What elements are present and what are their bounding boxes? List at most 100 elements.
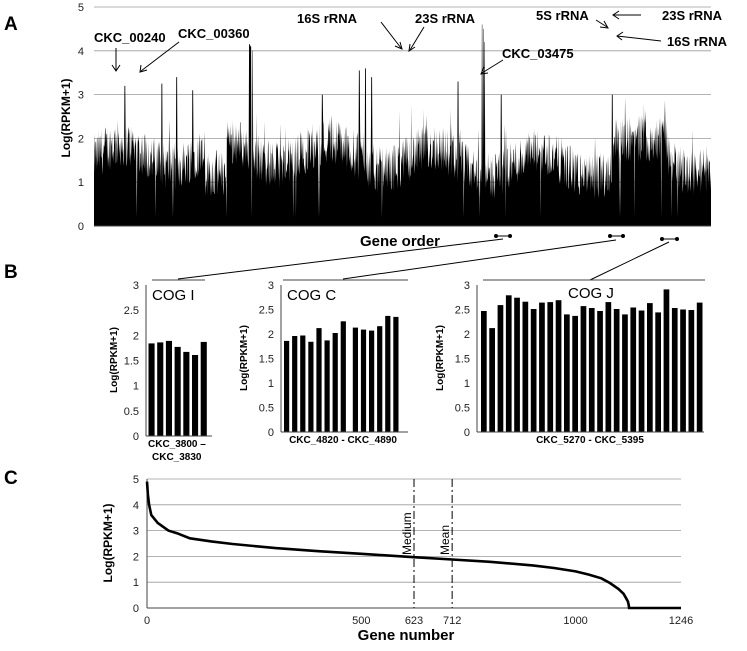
- bar: [200, 341, 207, 436]
- panel-c-ytick-label: 5: [133, 474, 139, 486]
- annotation-5s-rrna: 5S rRNA: [536, 8, 589, 23]
- bar: [377, 326, 383, 432]
- ytick-label: 0.5: [124, 406, 139, 418]
- annotation-5s-rrna-arrowhead: [599, 20, 609, 29]
- annotation-16s-rrna-2-arrow: [616, 35, 662, 42]
- bar: [183, 351, 190, 436]
- bar: [564, 314, 570, 432]
- panel-c-xtick-label: 0: [144, 615, 150, 627]
- cog-j-title: COG J: [568, 285, 614, 302]
- connector-cog-j: [589, 241, 670, 281]
- panel-c-xticks: 0 500 623 712 1000 1246: [144, 615, 693, 627]
- panel-c: C 0 1 2 3 4 5 0 500 623 712 1000 1246 Medium Mean L…: [4, 468, 693, 644]
- bar: [522, 301, 529, 432]
- panel-a-y-axis-label: Log(RPKM+1): [59, 79, 73, 158]
- cog-i-y-axis-label: Log(RPKM+1): [109, 327, 120, 393]
- bar: [481, 311, 487, 432]
- annotation-5s-rrna-arrow: [595, 19, 608, 28]
- bar: [316, 328, 322, 432]
- ytick-label: 1.5: [455, 354, 470, 366]
- ytick-label: 2.5: [259, 305, 274, 317]
- panel-a-ytick-label: 3: [78, 90, 84, 102]
- panel-a-area: [94, 24, 711, 226]
- panel-a-x-axis-label: Gene order: [360, 233, 440, 250]
- region-marker-cog-i: [494, 234, 512, 238]
- annotation-ckc-03475: CKC_03475: [502, 46, 574, 61]
- ytick-label: 0: [268, 427, 274, 439]
- bar: [647, 303, 653, 432]
- annotation-16s-rrna-2-arrowhead: [616, 31, 624, 41]
- annotation-23s-rrna-1-arrowhead: [408, 43, 416, 53]
- bar: [352, 327, 358, 432]
- cog-c-y-axis-label: Log(RPKM+1): [239, 325, 250, 391]
- connector-cog-c: [342, 239, 617, 280]
- panel-c-yticks: 0 1 2 3 4 5: [133, 474, 139, 615]
- bar: [572, 315, 578, 432]
- region-marker-cog-c: [608, 234, 625, 238]
- panel-c-ytick-label: 1: [133, 577, 139, 589]
- panel-a: A 0 1 2 3 4 5 Log(RPKM+1) Gene order CKC_0024…: [4, 2, 728, 281]
- ytick-label: 0.5: [455, 403, 470, 415]
- ytick-label: 1: [464, 378, 470, 390]
- bar: [588, 308, 595, 432]
- bar: [360, 329, 367, 432]
- bar: [580, 306, 587, 432]
- cog-j-yticks: 0 0.5 1 1.5 2 2.5 3: [455, 280, 470, 439]
- annotation-16s-rrna-2: 16S rRNA: [667, 34, 728, 49]
- bar: [157, 342, 164, 436]
- annotation-16s-rrna-1: 16S rRNA: [297, 11, 358, 26]
- bar: [505, 295, 512, 432]
- bar: [663, 289, 670, 432]
- cog-i-x-label-line1: CKC_3800 –: [148, 439, 206, 450]
- panel-a-label: A: [4, 14, 18, 35]
- bar: [530, 309, 537, 432]
- bar: [680, 309, 686, 432]
- panel-a-ytick-label: 4: [78, 46, 84, 58]
- bar: [622, 314, 628, 432]
- annotation-23s-rrna-2: 23S rRNA: [662, 8, 723, 23]
- panel-a-ytick-label: 0: [78, 221, 84, 233]
- annotation-ckc-00360-arrow: [140, 41, 180, 72]
- panel-a-ytick-label: 5: [78, 2, 84, 14]
- panel-c-ytick-label: 0: [133, 603, 139, 615]
- panel-b-cog-c: COG C 0 0.5 1 1.5 2 2.5 3 Log(RPKM+1) CKC_4820…: [239, 279, 408, 446]
- bar: [393, 316, 399, 432]
- panel-c-ytick-label: 3: [133, 526, 139, 538]
- panel-a-ytick-label: 1: [78, 177, 84, 189]
- annotation-23s-rrna-1-arrow: [409, 26, 425, 51]
- panel-c-xtick-label: 623: [405, 615, 423, 627]
- bar: [324, 340, 330, 432]
- bar: [192, 355, 199, 436]
- panel-b-label: B: [4, 262, 18, 283]
- ytick-label: 1.5: [124, 356, 139, 368]
- bar: [148, 343, 155, 436]
- ytick-label: 0: [464, 427, 470, 439]
- cog-j-y-axis-label: Log(RPKM+1): [435, 325, 446, 391]
- panel-a-grid: [94, 6, 711, 183]
- cog-i-yticks: 0 0.5 1 1.5 2 2.5 3: [124, 280, 139, 443]
- annotation-ckc-03475-arrow: [481, 59, 504, 74]
- ytick-label: 2: [464, 329, 470, 341]
- annotation-16s-rrna-1-arrow: [380, 21, 402, 49]
- bar: [332, 333, 338, 432]
- cog-i-x-label-line2: CKC_3830: [152, 452, 202, 463]
- panel-c-ytick-label: 2: [133, 551, 139, 563]
- cog-c-yticks: 0 0.5 1 1.5 2 2.5 3: [259, 280, 274, 439]
- bar: [292, 336, 298, 432]
- annotation-16s-rrna-1-arrowhead: [394, 41, 403, 50]
- panel-c-reference-lines: Medium Mean: [400, 479, 453, 608]
- ytick-label: 2: [268, 329, 274, 341]
- ytick-label: 1.5: [259, 354, 274, 366]
- bar: [514, 297, 520, 432]
- panel-a-yticks: 0 1 2 3 4 5: [78, 2, 84, 233]
- cog-i-bars: [148, 340, 207, 436]
- panel-c-y-axis-label: Log(RPKM+1): [101, 504, 115, 583]
- panel-b-cog-i: COG I 0 0.5 1 1.5 2 2.5 3 Log(RPKM+1) CKC_3800…: [109, 279, 212, 463]
- ytick-label: 0.5: [259, 403, 274, 415]
- panel-c-x-axis-label: Gene number: [358, 627, 455, 644]
- panel-c-ytick-label: 4: [133, 500, 139, 512]
- bar: [671, 308, 678, 432]
- connector-cog-i: [177, 238, 504, 280]
- cog-j-x-label: CKC_5270 - CKC_5395: [536, 435, 644, 446]
- bar: [369, 330, 375, 432]
